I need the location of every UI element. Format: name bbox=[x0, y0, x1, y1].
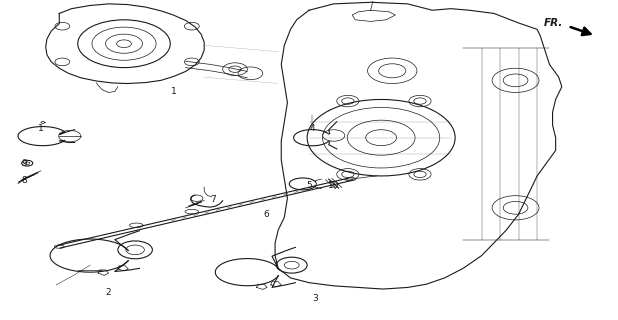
Text: 1: 1 bbox=[171, 87, 176, 96]
Text: 1: 1 bbox=[38, 124, 44, 132]
Text: 10: 10 bbox=[328, 181, 339, 190]
Text: 2: 2 bbox=[106, 288, 111, 297]
Text: 5: 5 bbox=[306, 181, 312, 190]
Text: 9: 9 bbox=[21, 159, 27, 168]
Text: 4: 4 bbox=[309, 124, 315, 132]
Text: 8: 8 bbox=[21, 176, 27, 185]
Text: 6: 6 bbox=[263, 210, 269, 219]
Text: 7: 7 bbox=[211, 195, 216, 204]
Text: FR.: FR. bbox=[544, 18, 563, 28]
Text: 3: 3 bbox=[312, 294, 318, 303]
